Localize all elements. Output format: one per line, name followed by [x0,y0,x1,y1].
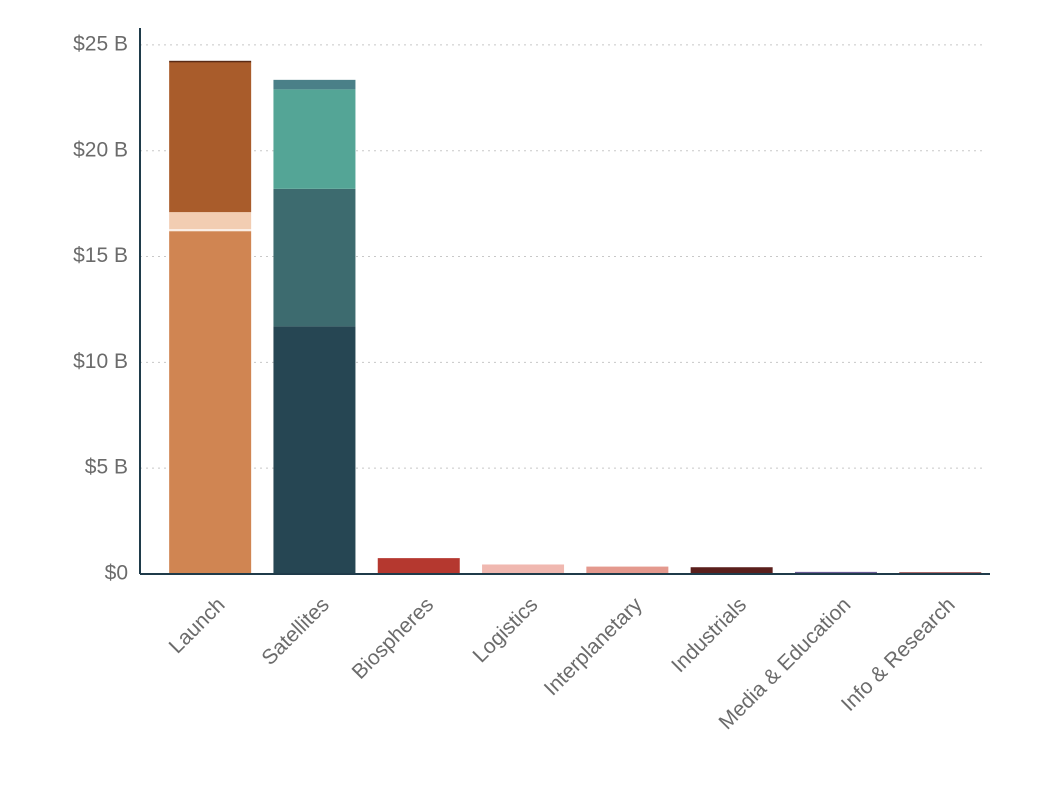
y-tick-label: $20 B [73,138,128,161]
bar-segment [169,231,252,575]
bar-segment [273,89,356,189]
x-tick-label: Info & Research [837,593,960,716]
bar-segment [586,566,669,574]
bar-segment [273,79,356,90]
y-tick-label: $25 B [73,32,128,55]
bar-segment [690,567,773,574]
x-tick-label: Logistics [468,593,542,667]
bar-segment [273,188,356,327]
bar-segment [169,60,252,63]
bar-segment [273,326,356,574]
y-tick-label: $5 B [85,456,128,479]
x-tick-label: Satellites [257,593,334,670]
bar-segment [482,564,565,574]
x-tick-label: Interplanetary [540,593,647,700]
bar-segment [377,558,460,574]
bar-segment [169,61,252,213]
bar-segment [169,212,252,230]
x-tick-label: Biospheres [348,593,439,684]
bar-segment [169,229,252,232]
x-tick-label: Launch [165,593,230,658]
y-tick-label: $10 B [73,350,128,373]
y-tick-label: $15 B [73,244,128,267]
bar-segment [794,571,877,574]
x-tick-label: Industrials [667,593,751,677]
y-tick-label: $0 [105,562,128,585]
